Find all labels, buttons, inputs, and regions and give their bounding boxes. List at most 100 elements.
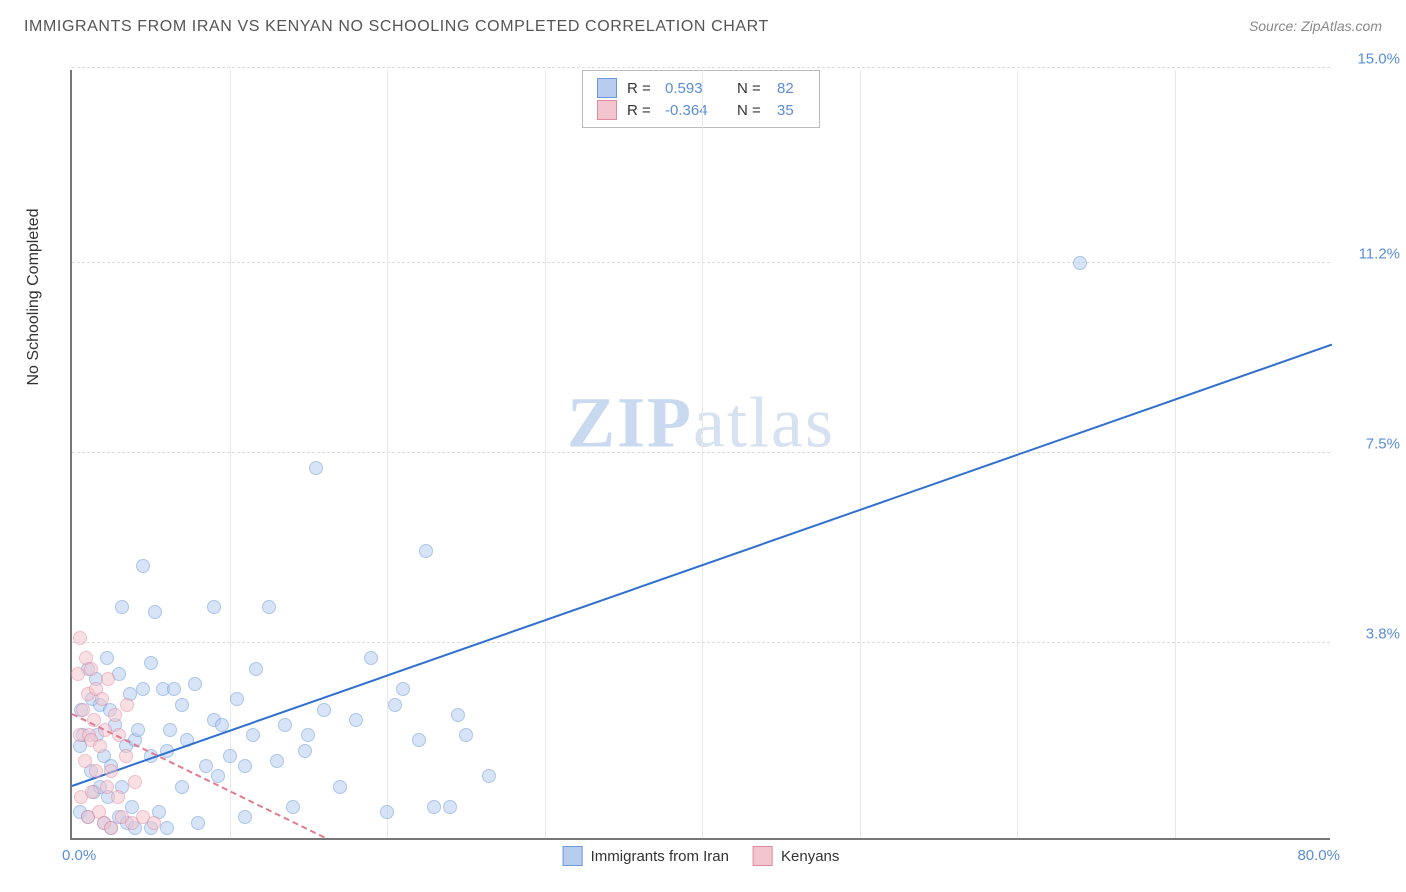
data-point xyxy=(380,805,394,819)
r-label: R = xyxy=(627,102,655,119)
x-tick-min: 0.0% xyxy=(62,847,96,864)
swatch-legend-0 xyxy=(563,846,583,866)
data-point xyxy=(317,703,331,717)
data-point xyxy=(199,759,213,773)
gridline-v xyxy=(230,70,231,838)
data-point xyxy=(120,698,134,712)
data-point xyxy=(111,790,125,804)
data-point xyxy=(238,810,252,824)
data-point xyxy=(100,651,114,665)
series-legend: Immigrants from Iran Kenyans xyxy=(563,846,840,866)
data-point xyxy=(136,682,150,696)
data-point xyxy=(73,631,87,645)
n-label: N = xyxy=(737,80,767,97)
data-point xyxy=(349,713,363,727)
data-point xyxy=(364,651,378,665)
data-point xyxy=(101,672,115,686)
data-point xyxy=(270,754,284,768)
data-point xyxy=(223,749,237,763)
data-point xyxy=(147,816,161,830)
data-point xyxy=(419,544,433,558)
chart-title: IMMIGRANTS FROM IRAN VS KENYAN NO SCHOOL… xyxy=(24,18,1382,36)
data-point xyxy=(148,605,162,619)
data-point xyxy=(246,728,260,742)
data-point xyxy=(286,800,300,814)
data-point xyxy=(85,785,99,799)
y-axis-label: No Schooling Completed xyxy=(25,209,43,386)
data-point xyxy=(84,662,98,676)
swatch-legend-1 xyxy=(753,846,773,866)
data-point xyxy=(230,692,244,706)
data-point xyxy=(249,662,263,676)
gridline-v xyxy=(387,70,388,838)
n-label: N = xyxy=(737,102,767,119)
legend-row-series-1: R = -0.364 N = 35 xyxy=(597,99,805,121)
data-point xyxy=(95,692,109,706)
data-point xyxy=(191,816,205,830)
source-attribution: Source: ZipAtlas.com xyxy=(1249,18,1382,34)
scatter-plot: ZIPatlas R = 0.593 N = 82 R = -0.364 N =… xyxy=(70,70,1330,840)
watermark-zip: ZIP xyxy=(567,383,693,463)
data-point xyxy=(89,764,103,778)
data-point xyxy=(104,821,118,835)
data-point xyxy=(262,600,276,614)
y-tick-label: 7.5% xyxy=(1340,436,1400,453)
data-point xyxy=(459,728,473,742)
n-value-1: 35 xyxy=(777,102,805,119)
data-point xyxy=(388,698,402,712)
data-point xyxy=(115,600,129,614)
gridline-v xyxy=(545,70,546,838)
data-point xyxy=(144,656,158,670)
chart-container: No Schooling Completed ZIPatlas R = 0.59… xyxy=(40,60,1380,870)
data-point xyxy=(301,728,315,742)
gridline-h xyxy=(72,642,1330,643)
gridline-v xyxy=(702,70,703,838)
data-point xyxy=(131,723,145,737)
legend-label-1: Kenyans xyxy=(781,848,839,865)
legend-label-0: Immigrants from Iran xyxy=(591,848,729,865)
data-point xyxy=(119,749,133,763)
legend-item-1: Kenyans xyxy=(753,846,839,866)
data-point xyxy=(482,769,496,783)
swatch-series-1 xyxy=(597,100,617,120)
data-point xyxy=(278,718,292,732)
data-point xyxy=(93,739,107,753)
data-point xyxy=(309,461,323,475)
data-point xyxy=(333,780,347,794)
data-point xyxy=(188,677,202,691)
data-point xyxy=(175,780,189,794)
y-tick-label: 3.8% xyxy=(1340,625,1400,642)
data-point xyxy=(160,821,174,835)
data-point xyxy=(167,682,181,696)
data-point xyxy=(175,698,189,712)
data-point xyxy=(1073,256,1087,270)
data-point xyxy=(136,559,150,573)
gridline-h xyxy=(72,452,1330,453)
r-value-0: 0.593 xyxy=(665,80,727,97)
gridline-v xyxy=(860,70,861,838)
x-tick-max: 80.0% xyxy=(1297,847,1340,864)
swatch-series-0 xyxy=(597,78,617,98)
gridline-h xyxy=(72,262,1330,263)
correlation-legend: R = 0.593 N = 82 R = -0.364 N = 35 xyxy=(582,70,820,128)
gridline-h xyxy=(72,67,1330,68)
data-point xyxy=(128,775,142,789)
gridline-v xyxy=(1175,70,1176,838)
watermark-atlas: atlas xyxy=(693,383,835,463)
data-point xyxy=(427,800,441,814)
n-value-0: 82 xyxy=(777,80,805,97)
data-point xyxy=(104,764,118,778)
data-point xyxy=(163,723,177,737)
data-point xyxy=(443,800,457,814)
data-point xyxy=(238,759,252,773)
data-point xyxy=(396,682,410,696)
data-point xyxy=(207,600,221,614)
legend-row-series-0: R = 0.593 N = 82 xyxy=(597,77,805,99)
r-label: R = xyxy=(627,80,655,97)
data-point xyxy=(451,708,465,722)
r-value-1: -0.364 xyxy=(665,102,727,119)
y-tick-label: 11.2% xyxy=(1340,246,1400,263)
y-tick-label: 15.0% xyxy=(1340,51,1400,68)
legend-item-0: Immigrants from Iran xyxy=(563,846,729,866)
data-point xyxy=(412,733,426,747)
